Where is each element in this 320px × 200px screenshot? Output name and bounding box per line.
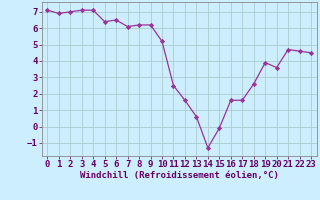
X-axis label: Windchill (Refroidissement éolien,°C): Windchill (Refroidissement éolien,°C) <box>80 171 279 180</box>
